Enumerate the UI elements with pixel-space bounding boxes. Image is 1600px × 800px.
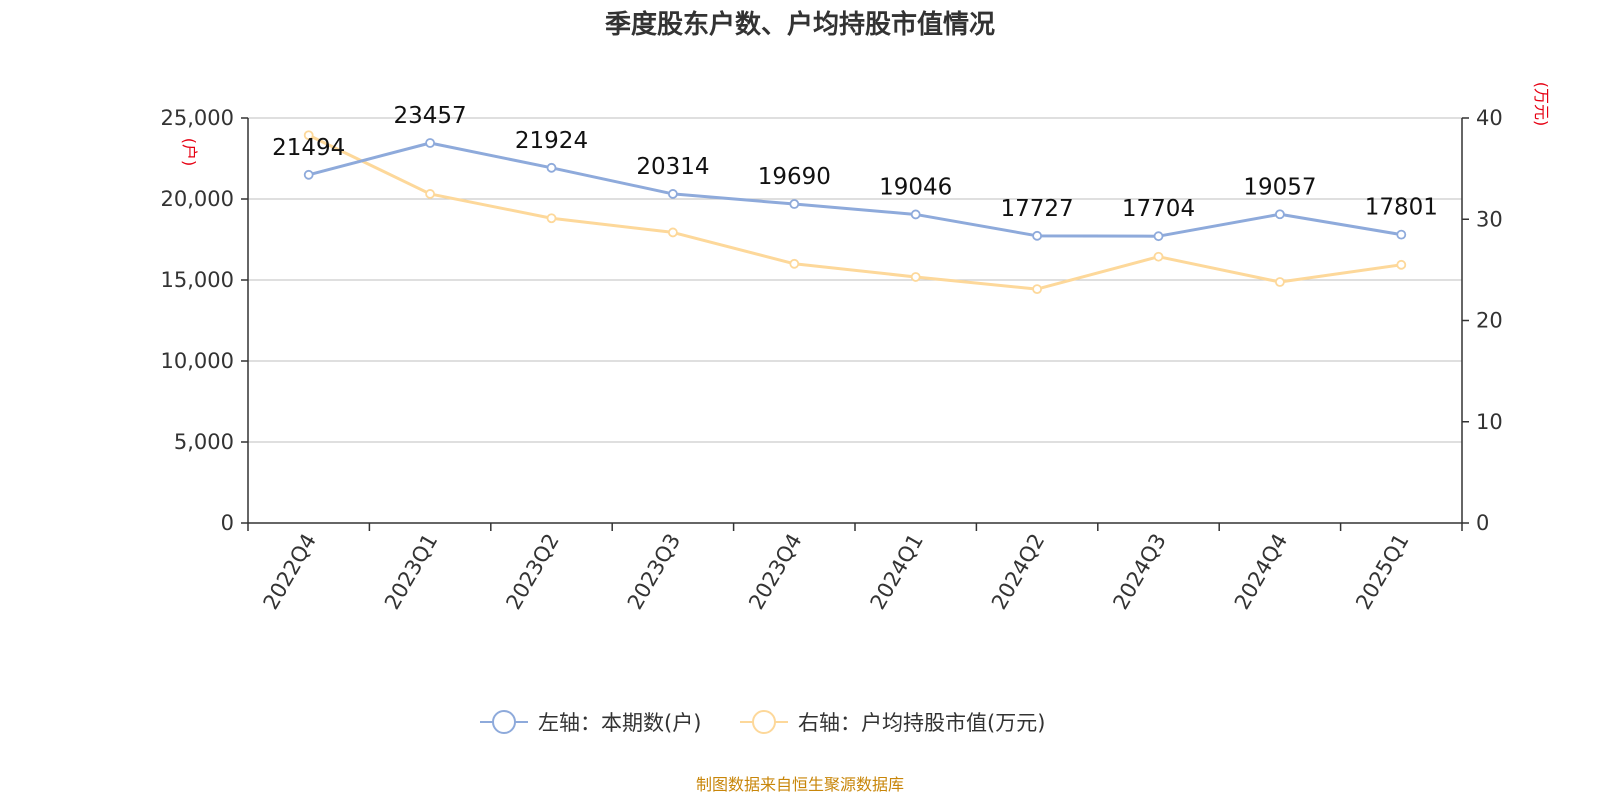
y-right-tick-label: 0 (1476, 511, 1489, 535)
data-label: 23457 (394, 103, 467, 129)
data-label: 20314 (636, 154, 709, 180)
data-point-1 (910, 272, 921, 282)
data-label: 17801 (1365, 195, 1438, 221)
data-point-0 (1396, 229, 1407, 240)
data-point-1 (1275, 277, 1285, 287)
data-point-1 (668, 227, 678, 238)
right-axis-unit: (万元) (1532, 82, 1551, 127)
data-point-0 (425, 138, 436, 148)
data-point-1 (789, 258, 800, 269)
y-right-tick-label: 30 (1476, 207, 1503, 231)
series-layer (303, 130, 1407, 295)
y-left-tick-label: 10,000 (161, 349, 234, 373)
data-point-1 (303, 130, 314, 141)
data-label: 19057 (1243, 174, 1316, 200)
data-point-0 (1153, 231, 1164, 242)
y-right-tick-label: 20 (1476, 309, 1503, 333)
source-note: 制图数据来自恒生聚源数据库 (696, 775, 904, 794)
data-point-1 (1153, 251, 1164, 262)
data-point-0 (303, 169, 314, 180)
data-label: 17727 (1001, 196, 1074, 222)
x-tick-label: 2022Q4 (259, 530, 321, 614)
x-tick-label: 2024Q1 (866, 530, 928, 614)
data-point-0 (1275, 209, 1285, 220)
x-tick-label: 2024Q2 (987, 530, 1049, 614)
left-axis-unit: (户) (180, 138, 199, 167)
x-tick-label: 2023Q1 (380, 530, 442, 614)
y-left-tick-label: 25,000 (161, 106, 234, 130)
legend-marker-1 (752, 710, 776, 734)
x-tick-label: 2025Q1 (1351, 530, 1413, 614)
x-tick-label: 2024Q3 (1108, 530, 1170, 614)
data-point-1 (425, 189, 436, 199)
y-left-tick-label: 5,000 (174, 430, 234, 454)
data-point-0 (789, 199, 800, 209)
data-label: 21924 (515, 128, 588, 154)
data-label: 21494 (272, 135, 345, 161)
x-tick-label: 2023Q3 (623, 530, 685, 614)
legend-label-0: 左轴：本期数(户) (538, 711, 701, 735)
x-tick-label: 2024Q4 (1230, 530, 1292, 614)
data-point-0 (1032, 230, 1042, 241)
legend-label-1: 右轴：户均持股市值(万元) (798, 711, 1045, 735)
data-labels: 21494 23457 21924 20314 19690 19046 17727 17704… (272, 103, 1438, 222)
y-right-tick-label: 10 (1476, 410, 1503, 434)
data-label: 19046 (879, 174, 952, 200)
y-left-tick-label: 15,000 (161, 268, 234, 292)
x-tick-label: 2023Q2 (501, 530, 563, 614)
x-tick-label: 2023Q4 (744, 530, 806, 614)
data-label: 17704 (1122, 196, 1195, 222)
data-point-0 (910, 209, 921, 220)
legend-marker-0 (492, 710, 516, 734)
data-point-1 (1396, 259, 1407, 270)
chart-title: 季度股东户数、户均持股市值情况 (605, 9, 995, 40)
data-point-1 (546, 213, 557, 224)
legend: 左轴：本期数(户) 右轴：户均持股市值(万元) (480, 710, 1045, 735)
data-point-0 (546, 162, 557, 173)
series-line-0 (308, 141, 1402, 238)
data-point-0 (668, 189, 678, 199)
y-right-tick-label: 40 (1476, 106, 1503, 130)
data-point-1 (1032, 284, 1042, 295)
axes: 0 5,000 10,000 15,000 20,000 25,000 0 10 20 30 40 (… (161, 82, 1551, 614)
y-left-tick-label: 0 (221, 511, 234, 535)
data-label: 19690 (758, 164, 831, 190)
series-line-1 (308, 133, 1402, 291)
y-left-tick-label: 20,000 (161, 187, 234, 211)
